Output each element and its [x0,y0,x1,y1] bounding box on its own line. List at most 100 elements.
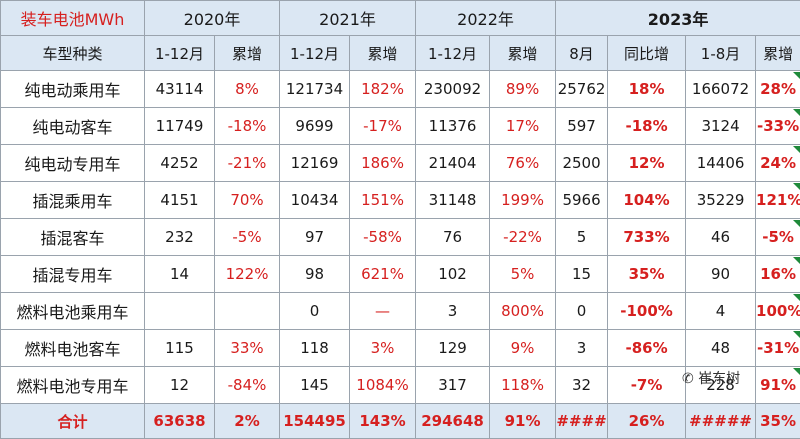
subheader-cell: 累增 [490,36,556,71]
growth-cell: -58% [350,219,416,256]
growth-cell: 89% [490,71,556,108]
value-cell: 76 [416,219,490,256]
value-cell: 32 [556,367,608,404]
growth-cell: 186% [350,145,416,182]
growth-cell: 35% [608,256,686,293]
total-value-cell: #### [556,404,608,439]
value-cell: 25762 [556,71,608,108]
value-cell: 2500 [556,145,608,182]
growth-cell: 104% [608,182,686,219]
growth-cell: 199% [490,182,556,219]
subheader-cell: 累增 [756,36,800,71]
growth-cell: -17% [350,108,416,145]
row-category: 燃料电池乘用车 [1,293,145,330]
value-cell: 4 [686,293,756,330]
total-label: 合计 [1,404,145,439]
subheader-cell: 累增 [215,36,280,71]
growth-cell: 33% [215,330,280,367]
value-cell: 11376 [416,108,490,145]
value-cell: 3 [416,293,490,330]
value-cell [145,293,215,330]
value-cell: 4252 [145,145,215,182]
row-category: 插混专用车 [1,256,145,293]
comment-flag-icon [793,294,800,301]
value-cell: 12 [145,367,215,404]
value-cell: 9699 [280,108,350,145]
value-cell: 3 [556,330,608,367]
year-2023: 2023年 [556,1,800,36]
value-cell: 14 [145,256,215,293]
value-cell: 0 [556,293,608,330]
value-cell: 3124 [686,108,756,145]
row-category: 燃料电池专用车 [1,367,145,404]
value-cell: 118 [280,330,350,367]
growth-cell: 1084% [350,367,416,404]
value-cell: 90 [686,256,756,293]
value-cell: 31148 [416,182,490,219]
growth-cell [215,293,280,330]
value-cell: 12169 [280,145,350,182]
year-2022: 2022年 [416,1,556,36]
growth-cell: 76% [490,145,556,182]
year-2021: 2021年 [280,1,416,36]
row-category: 纯电动专用车 [1,145,145,182]
value-cell: 43114 [145,71,215,108]
value-cell: 11749 [145,108,215,145]
total-value-cell: 294648 [416,404,490,439]
comment-flag-icon [793,331,800,338]
growth-cell: 12% [608,145,686,182]
year-2020: 2020年 [145,1,280,36]
comment-flag-icon [793,109,800,116]
growth-cell: 17% [490,108,556,145]
watermark-text: 崔东树 [698,371,740,387]
value-cell: 129 [416,330,490,367]
row-category: 插混乘用车 [1,182,145,219]
value-cell: 121734 [280,71,350,108]
total-value-cell: 154495 [280,404,350,439]
comment-flag-icon [793,368,800,375]
growth-cell: 800% [490,293,556,330]
subheader-cell: 累增 [350,36,416,71]
row-category: 插混客车 [1,219,145,256]
subheader-cell: 8月 [556,36,608,71]
value-cell: 14406 [686,145,756,182]
comment-flag-icon [793,146,800,153]
subheader-cell: 1-12月 [416,36,490,71]
subheader-row: 车型种类 1-12月 累增 1-12月 累增 1-12月 累增 8月 同比增 1… [1,36,800,71]
value-cell: 102 [416,256,490,293]
growth-cell: -18% [215,108,280,145]
table-container: 装车电池MWh 2020年 2021年 2022年 2023年 车型种类 1-1… [0,0,800,402]
growth-cell: -21% [215,145,280,182]
total-growth-cell: 143% [350,404,416,439]
total-value-cell: ##### [686,404,756,439]
growth-cell: 3% [350,330,416,367]
growth-cell: 8% [215,71,280,108]
growth-cell: -7% [608,367,686,404]
comment-flag-icon [793,257,800,264]
growth-cell: -18% [608,108,686,145]
growth-cell: 122% [215,256,280,293]
growth-cell: -86% [608,330,686,367]
value-cell: 21404 [416,145,490,182]
subheader-cell: 1-12月 [145,36,215,71]
year-header-row: 装车电池MWh 2020年 2021年 2022年 2023年 [1,1,800,36]
row-category: 纯电动客车 [1,108,145,145]
growth-cell: 182% [350,71,416,108]
growth-cell: 18% [608,71,686,108]
comment-flag-icon [793,183,800,190]
value-cell: 166072 [686,71,756,108]
row-category: 燃料电池客车 [1,330,145,367]
value-cell: 97 [280,219,350,256]
value-cell: 15 [556,256,608,293]
watermark: ✆ 崔东树 [682,368,762,390]
value-cell: 145 [280,367,350,404]
total-growth-cell: 91% [490,404,556,439]
